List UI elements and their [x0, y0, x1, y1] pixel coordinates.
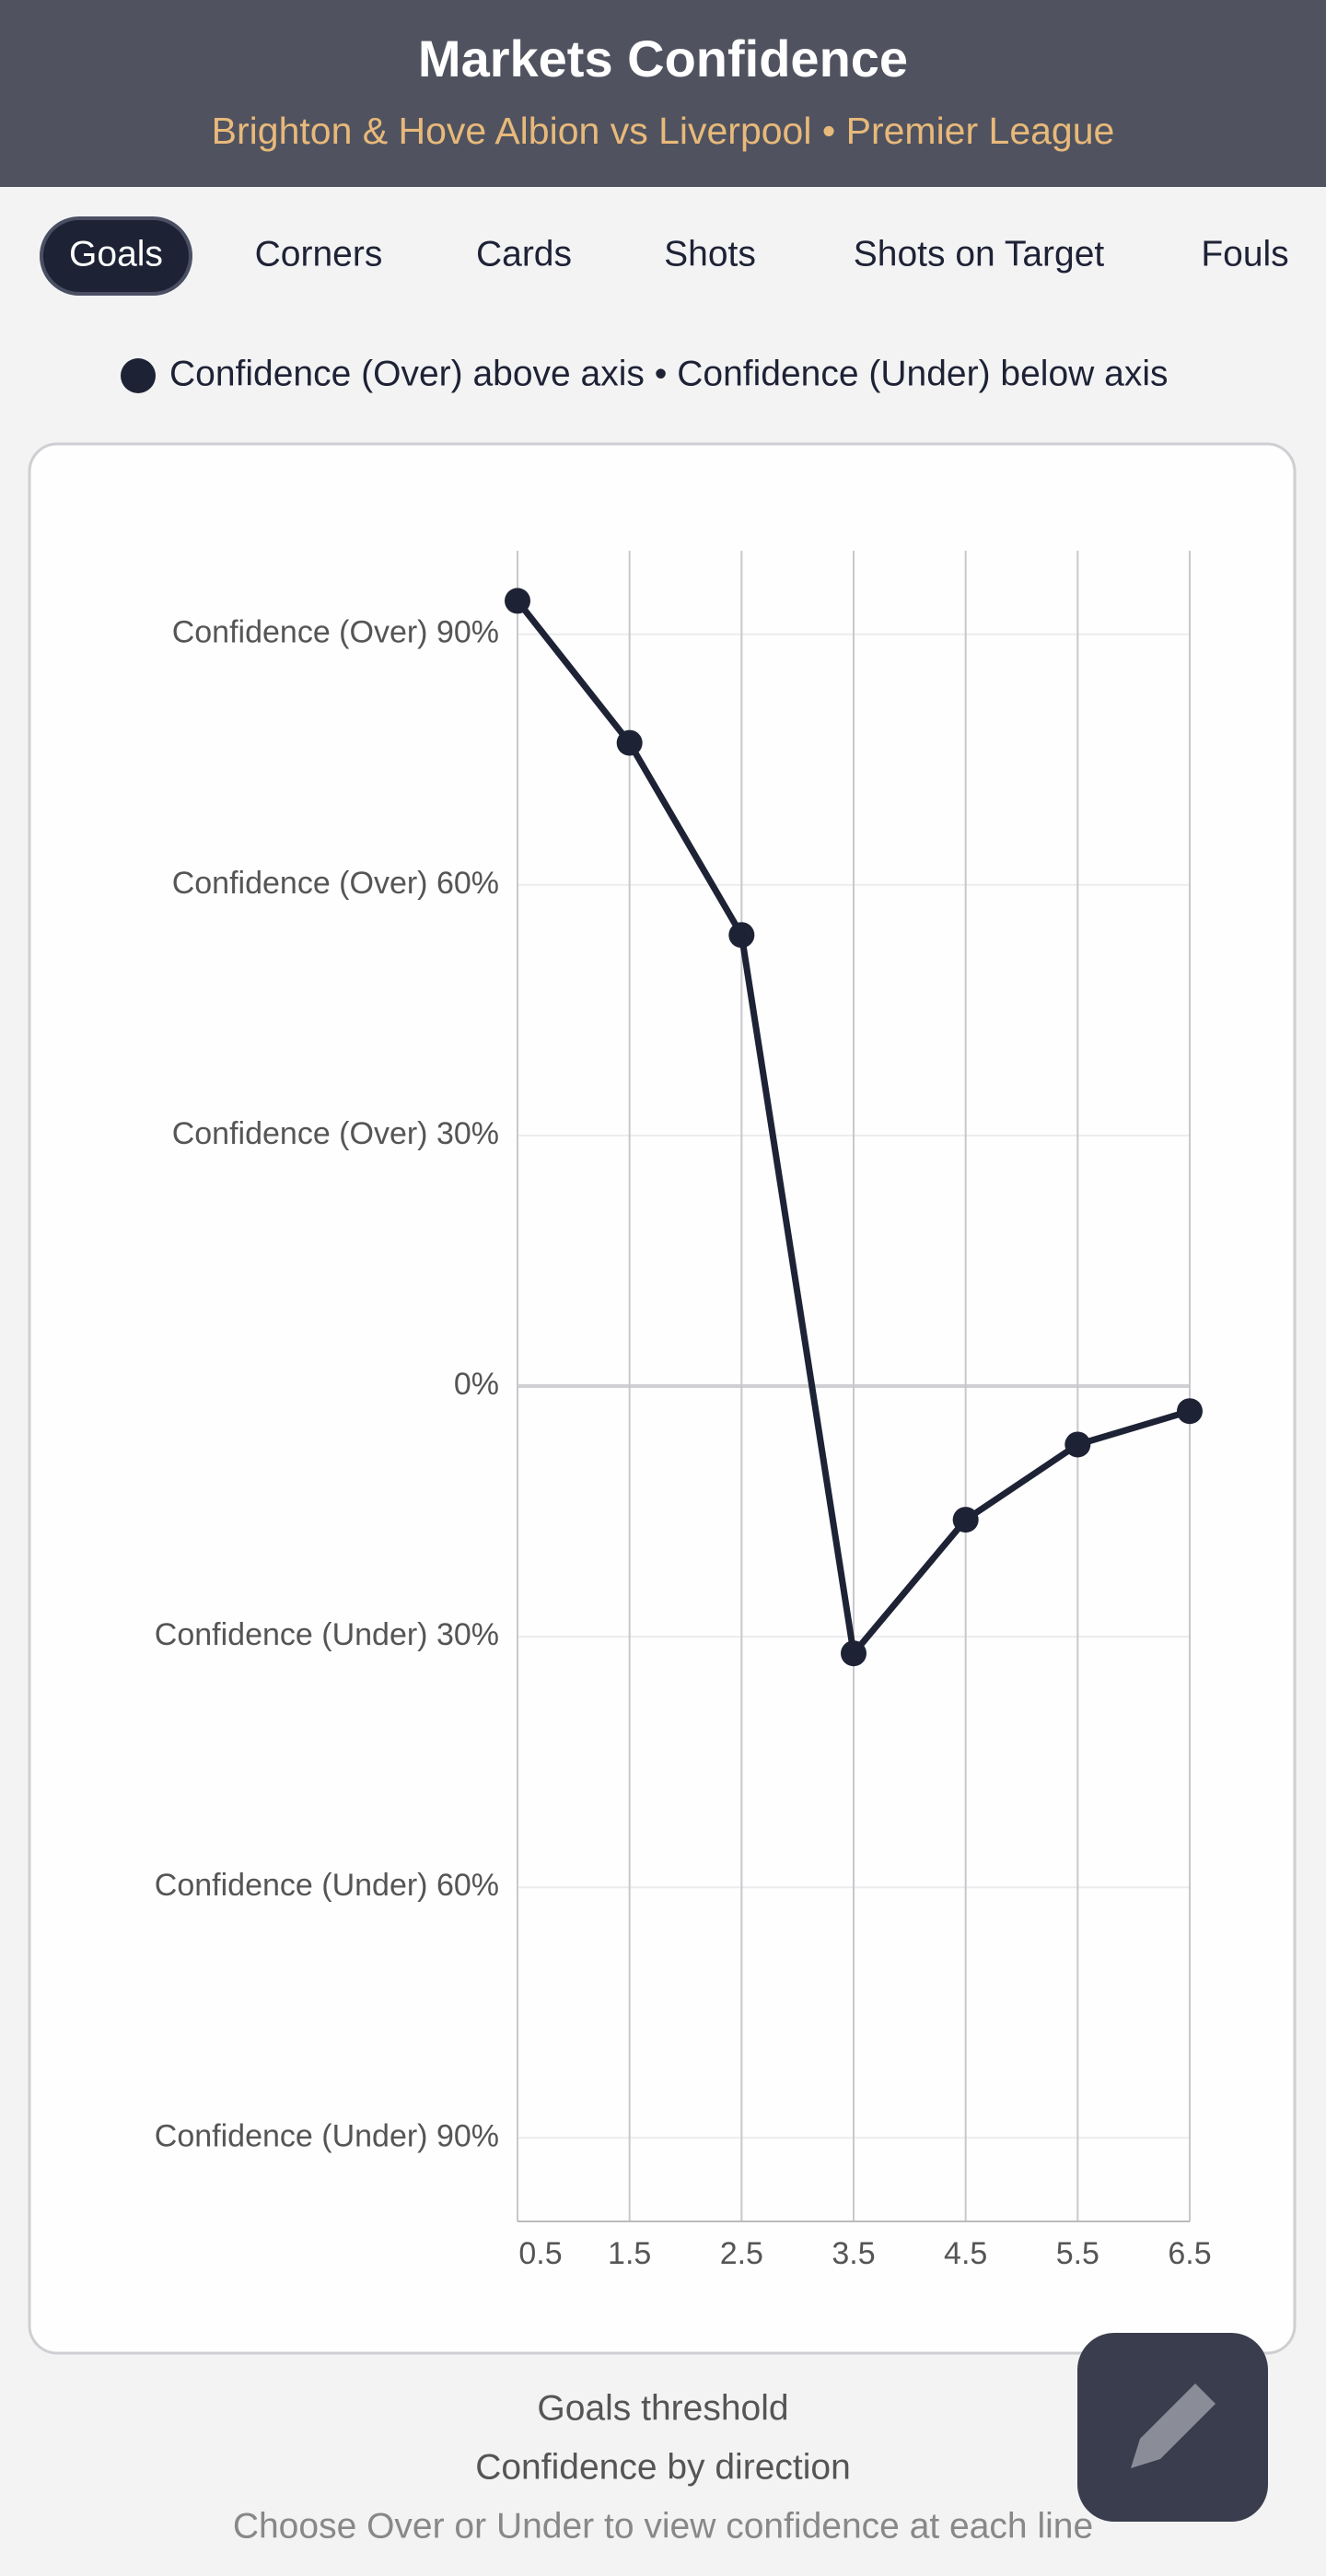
data-point [841, 1640, 867, 1667]
x-tick-label: 1.5 [608, 2236, 651, 2271]
y-tick-label: Confidence (Over) 60% [172, 866, 499, 901]
tab-label[interactable]: Cards [476, 234, 572, 274]
data-point [728, 922, 755, 949]
y-tick-label: Confidence (Under) 90% [155, 2118, 499, 2153]
page-subtitle: Brighton & Hove Albion vs Liverpool • Pr… [212, 110, 1115, 152]
x-tick-label: 6.5 [1168, 2236, 1211, 2271]
x-tick-label: 2.5 [720, 2236, 763, 2271]
x-tick-label: 4.5 [944, 2236, 987, 2271]
tab-selected-pill[interactable] [40, 216, 192, 296]
tab-label[interactable]: Shots on Target [854, 234, 1105, 274]
legend-dot [121, 358, 156, 393]
header-bar [0, 0, 1326, 187]
y-tick-label: Confidence (Under) 30% [155, 1617, 499, 1652]
footer-line: Goals threshold [537, 2388, 788, 2428]
tab-bar: Goals Corners Cards Shots Shots on Target Fou… [40, 216, 1289, 296]
legend-text: Confidence (Over) above axis • Confidenc… [169, 354, 1169, 393]
tab-label[interactable]: Fouls [1201, 234, 1288, 274]
plot: Confidence (Over) 90% Confidence (Over) 6… [155, 551, 1212, 2271]
tab-label[interactable]: Shots [664, 234, 756, 274]
chart-card [28, 442, 1297, 2355]
data-point [616, 729, 643, 756]
footer-line: Choose Over or Under to view confidence … [233, 2506, 1093, 2546]
edit-button[interactable] [1077, 2333, 1268, 2522]
pencil-icon [1131, 2384, 1216, 2468]
y-tick-label: Confidence (Over) 90% [172, 615, 499, 650]
x-tick-label: 0.5 [518, 2236, 562, 2271]
data-point [1064, 1431, 1091, 1458]
y-tick-label: Confidence (Over) 30% [172, 1116, 499, 1151]
footer-line: Confidence by direction [475, 2447, 851, 2487]
tab-label[interactable]: Goals [69, 234, 163, 274]
data-point [1177, 1398, 1203, 1425]
x-tick-label: 3.5 [832, 2236, 875, 2271]
page-title: Markets Confidence [418, 29, 908, 87]
y-tick-label: Confidence (Under) 60% [155, 1868, 499, 1903]
tab-label[interactable]: Corners [255, 234, 383, 274]
y-tick-label: 0% [454, 1367, 499, 1402]
data-point [505, 588, 530, 614]
x-tick-label: 5.5 [1056, 2236, 1099, 2271]
data-point [952, 1507, 979, 1533]
